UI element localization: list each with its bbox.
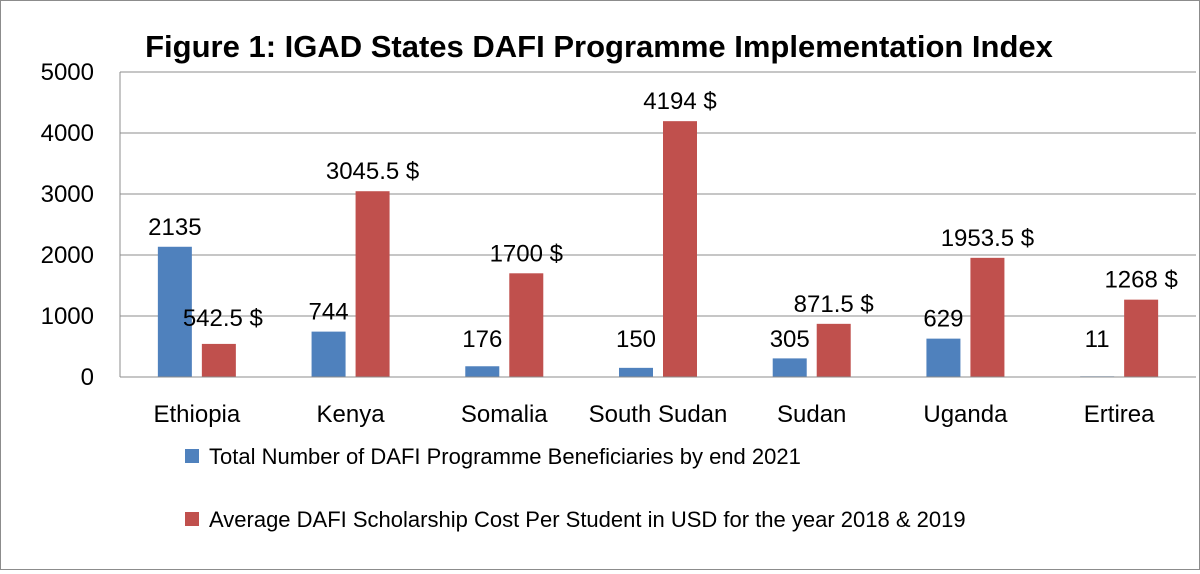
- bar-cost: [816, 323, 851, 377]
- y-tick-label: 5000: [41, 59, 94, 86]
- bar-beneficiaries: [926, 338, 961, 377]
- data-label: 1700 $: [490, 240, 563, 267]
- data-label: 542.5 $: [183, 305, 263, 332]
- legend-label: Average DAFI Scholarship Cost Per Studen…: [209, 507, 966, 532]
- data-label: 744: [309, 299, 349, 326]
- x-tick-label: South Sudan: [589, 401, 728, 428]
- x-tick-label: Kenya: [317, 401, 386, 428]
- x-tick-label: Sudan: [777, 401, 846, 428]
- bar-beneficiaries: [772, 358, 807, 377]
- data-label: 871.5 $: [794, 291, 874, 318]
- bar-cost: [509, 273, 544, 377]
- gridlines: [120, 71, 1196, 378]
- data-label: 1268 $: [1104, 267, 1177, 294]
- bars: [157, 121, 1159, 377]
- data-label: 4194 $: [643, 88, 716, 115]
- x-tick-label: Ethiopia: [153, 401, 240, 428]
- data-label: 1953.5 $: [941, 225, 1034, 252]
- y-tick-label: 4000: [41, 120, 94, 147]
- data-label: 2135: [148, 214, 201, 241]
- data-label: 3045.5 $: [326, 158, 419, 185]
- legend-swatch: [185, 449, 199, 463]
- y-tick-label: 2000: [41, 242, 94, 269]
- y-tick-label: 3000: [41, 181, 94, 208]
- data-label: 150: [616, 326, 656, 353]
- data-label: 629: [923, 306, 963, 333]
- bar-cost: [355, 191, 390, 377]
- x-tick-label: Uganda: [923, 401, 1008, 428]
- bar-beneficiaries: [311, 331, 346, 377]
- legend-swatch: [185, 512, 199, 526]
- bar-beneficiaries: [619, 367, 653, 377]
- x-tick-label: Ertirea: [1084, 401, 1155, 428]
- chart-title: Figure 1: IGAD States DAFI Programme Imp…: [145, 29, 1054, 64]
- data-label: 305: [770, 326, 810, 353]
- data-labels: 2135 542.5 $ 744 3045.5 $ 176 1700 $ 150 4194 $…: [148, 88, 1178, 353]
- y-axis: 0 1000 2000 3000 4000 5000: [41, 59, 121, 391]
- bar-cost: [201, 343, 236, 377]
- x-tick-label: Somalia: [461, 401, 548, 428]
- y-tick-label: 1000: [41, 303, 94, 330]
- legend-label: Total Number of DAFI Programme Beneficia…: [209, 444, 801, 469]
- x-axis: Ethiopia Kenya Somalia South Sudan Sudan Ugan…: [120, 376, 1196, 428]
- bar-cost: [1124, 299, 1159, 377]
- bar-beneficiaries: [157, 246, 192, 377]
- data-label: 176: [462, 326, 502, 353]
- bar-cost: [970, 257, 1005, 377]
- legend: Total Number of DAFI Programme Beneficia…: [185, 444, 966, 532]
- bar-beneficiaries: [465, 366, 500, 377]
- data-label: 11: [1085, 326, 1110, 353]
- bar-cost: [663, 121, 697, 377]
- y-tick-label: 0: [81, 364, 94, 391]
